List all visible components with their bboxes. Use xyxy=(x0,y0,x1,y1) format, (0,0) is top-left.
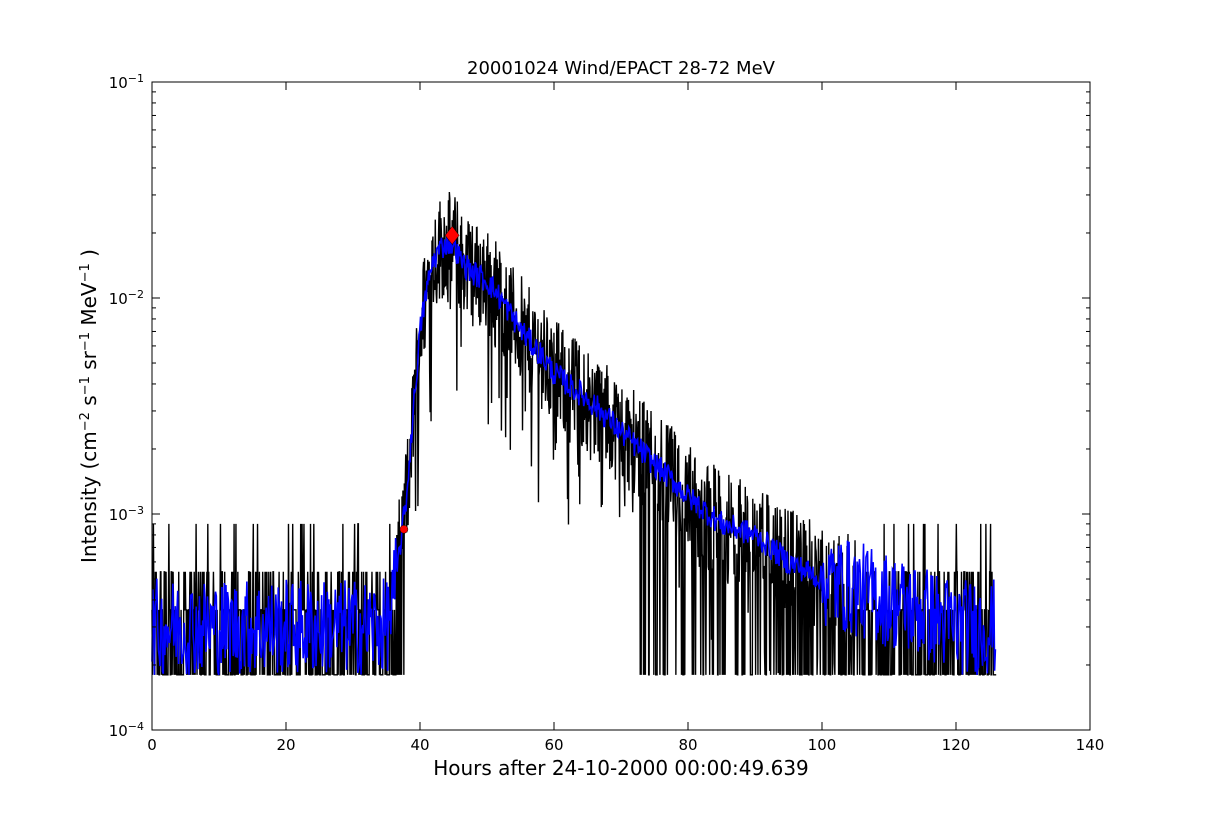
x-tick-label: 140 xyxy=(1076,736,1105,754)
plot-data xyxy=(151,191,997,676)
y-tick-label: 10−1 xyxy=(109,72,144,93)
y-axis-label-part: Intensity (cm xyxy=(77,431,101,563)
y-tick-label: 10−3 xyxy=(109,504,144,525)
y-axis-label-part: −1 xyxy=(78,332,93,351)
x-tick-label: 60 xyxy=(544,736,563,754)
y-axis-label-part: sr xyxy=(77,350,101,376)
y-axis-label: Intensity (cm−2 s−1 sr−1 MeV−1 ) xyxy=(77,249,101,563)
x-tick-label: 80 xyxy=(678,736,697,754)
x-tick-label: 120 xyxy=(942,736,971,754)
x-tick-label: 20 xyxy=(276,736,295,754)
x-tick-label: 100 xyxy=(808,736,837,754)
y-axis-label-part: −2 xyxy=(78,412,93,431)
onset-marker xyxy=(399,524,409,534)
series-smoothed-line xyxy=(151,232,997,676)
y-axis-label-part: s xyxy=(77,395,101,412)
y-axis-label-text: Intensity (cm−2 s−1 sr−1 MeV−1 ) xyxy=(77,249,101,563)
x-axis-ticks: 0 20 40 60 80 100 120 140 xyxy=(147,82,1104,754)
x-axis-label: Hours after 24-10-2000 00:00:49.639 xyxy=(433,756,809,780)
y-tick-label: 10−4 xyxy=(109,720,144,741)
y-axis-label-part: −1 xyxy=(78,376,93,395)
x-tick-label: 0 xyxy=(147,736,157,754)
chart-title: 20001024 Wind/EPACT 28-72 MeV xyxy=(467,58,776,79)
plot-frame xyxy=(151,81,1091,731)
y-tick-label: 10−2 xyxy=(109,288,144,309)
y-axis-label-part: −1 xyxy=(78,263,93,282)
peak-marker xyxy=(444,225,460,245)
y-axis-label-part: ) xyxy=(77,249,101,263)
y-axis-ticks: 10−4 10−3 10−2 10−1 xyxy=(109,72,1090,741)
x-tick-label: 40 xyxy=(410,736,429,754)
y-axis-label-part: MeV xyxy=(77,282,101,332)
